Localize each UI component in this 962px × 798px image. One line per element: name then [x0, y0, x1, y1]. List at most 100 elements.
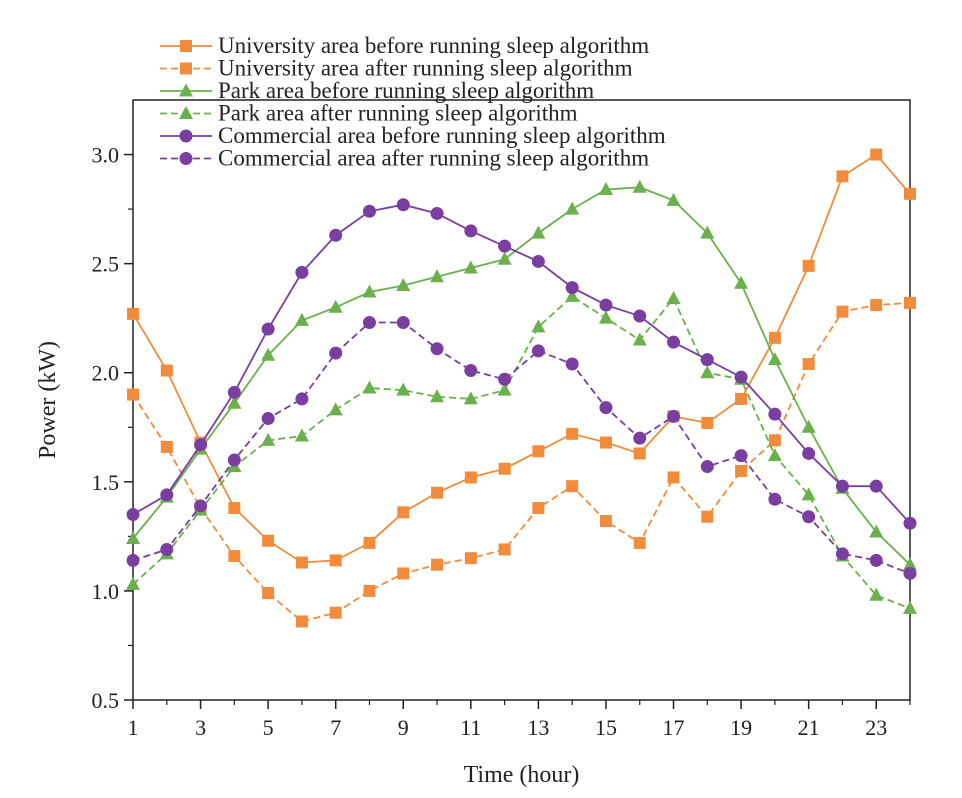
series-3: [126, 288, 917, 614]
data-point: [801, 419, 816, 433]
data-point: [160, 542, 174, 556]
data-point: [126, 508, 140, 522]
data-point: [666, 192, 681, 206]
data-point: [430, 342, 444, 356]
legend-label: Commercial area before running sleep alg…: [218, 123, 666, 148]
data-point: [768, 331, 781, 344]
y-tick-label: 2.0: [92, 361, 120, 386]
data-point: [667, 471, 680, 484]
data-point: [700, 353, 714, 367]
data-point: [126, 531, 140, 545]
x-tick-label: 7: [330, 715, 341, 740]
data-point: [262, 534, 275, 547]
legend-item: University area before running sleep alg…: [160, 33, 649, 58]
data-point: [430, 269, 445, 283]
data-point: [532, 445, 545, 458]
legend-marker: [179, 152, 193, 165]
data-point: [431, 486, 444, 499]
series-line: [132, 186, 911, 566]
legend-marker: [180, 62, 192, 75]
data-point: [599, 298, 613, 312]
series-0: [127, 148, 916, 569]
data-point: [767, 352, 782, 366]
data-point: [295, 556, 308, 569]
data-point: [228, 502, 241, 514]
data-point: [904, 187, 916, 200]
data-point: [632, 179, 647, 193]
data-point: [768, 407, 782, 421]
data-point: [735, 464, 748, 477]
data-point: [328, 299, 343, 313]
series-4: [126, 198, 917, 530]
data-point: [294, 312, 309, 326]
data-point: [870, 299, 883, 312]
data-point: [228, 550, 241, 562]
data-point: [531, 344, 545, 358]
data-point: [227, 385, 241, 399]
data-point: [397, 506, 410, 519]
data-point: [666, 291, 681, 305]
data-point: [431, 558, 444, 571]
legend-label: Commercial area after running sleep algo…: [218, 146, 649, 171]
y-tick-label: 3.0: [92, 143, 120, 168]
data-point: [903, 566, 917, 580]
data-point: [701, 416, 714, 429]
data-point: [802, 358, 815, 370]
series-layer: [126, 148, 917, 628]
data-point: [565, 288, 580, 302]
x-tick-label: 3: [195, 715, 206, 740]
data-point: [802, 446, 816, 460]
data-point: [261, 322, 275, 336]
data-point: [566, 427, 579, 440]
legend-item: University area after running sleep algo…: [160, 56, 633, 81]
data-point: [430, 206, 444, 220]
data-point: [295, 392, 309, 406]
legend-marker: [179, 83, 193, 97]
data-point: [498, 543, 511, 556]
data-point: [498, 239, 512, 253]
data-point: [362, 284, 377, 298]
data-point: [633, 309, 647, 323]
x-tick-label: 1: [128, 715, 139, 740]
data-point: [396, 277, 411, 291]
data-point: [397, 567, 410, 580]
data-point: [598, 181, 613, 195]
data-point: [768, 434, 781, 447]
data-point: [904, 296, 916, 309]
legend-item: Commercial area after running sleep algo…: [160, 146, 649, 171]
data-point: [869, 553, 883, 567]
x-tick-label: 15: [595, 715, 617, 740]
data-point: [497, 382, 512, 396]
data-point: [262, 587, 275, 600]
legend-item: Park area after running sleep algorithm: [160, 101, 578, 126]
data-point: [734, 449, 748, 463]
data-point: [802, 259, 815, 272]
data-point: [363, 536, 376, 549]
legend-label: University area after running sleep algo…: [218, 56, 633, 81]
data-point: [463, 391, 478, 405]
legend: University area before running sleep alg…: [160, 33, 666, 171]
data-point: [160, 364, 173, 377]
data-point: [599, 401, 613, 415]
data-point: [633, 536, 646, 549]
data-point: [329, 228, 343, 242]
series-line: [132, 203, 911, 524]
series-1: [127, 296, 916, 628]
x-tick-label: 9: [398, 715, 409, 740]
data-point: [667, 409, 681, 423]
data-point: [565, 357, 579, 371]
data-point: [127, 307, 139, 320]
data-point: [328, 402, 343, 416]
data-point: [531, 319, 546, 333]
data-point: [700, 225, 715, 239]
y-tick-label: 0.5: [92, 688, 120, 713]
legend-item: Commercial area before running sleep alg…: [160, 123, 666, 148]
data-point: [565, 281, 579, 295]
data-point: [396, 382, 411, 396]
data-point: [599, 436, 612, 449]
data-point: [227, 453, 241, 467]
x-tick-label: 17: [663, 715, 685, 740]
series-5: [126, 316, 917, 580]
data-point: [261, 347, 276, 361]
x-tick-label: 13: [527, 715, 549, 740]
